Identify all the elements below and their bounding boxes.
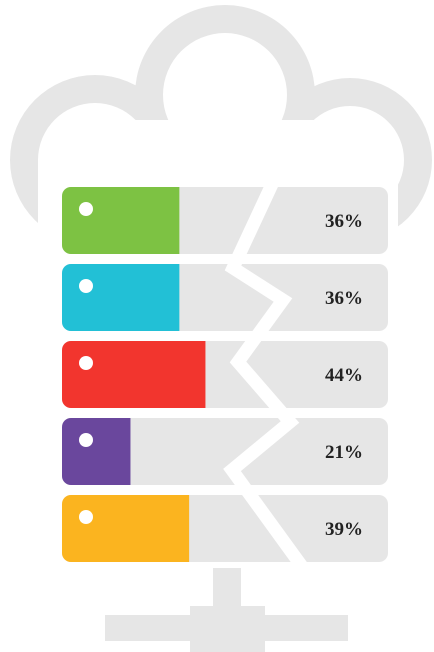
indicator-dot: [79, 279, 93, 293]
bar: [62, 187, 180, 254]
server-stand: [105, 568, 348, 652]
value-label: 36%: [325, 211, 363, 232]
indicator-dot: [79, 356, 93, 370]
bar: [62, 341, 206, 408]
bars: [62, 187, 388, 562]
value-label: 21%: [325, 442, 363, 463]
indicator-dot: [79, 202, 93, 216]
bar: [62, 264, 180, 331]
labels: 36% 36% 44% 21% 39%: [325, 211, 363, 540]
bar: [62, 418, 131, 485]
value-label: 44%: [325, 365, 363, 386]
crack: [223, 177, 312, 576]
indicator-dot: [79, 510, 93, 524]
bar: [62, 495, 190, 562]
bar-track: [62, 418, 388, 485]
value-label: 39%: [325, 519, 363, 540]
indicator-dot: [79, 433, 93, 447]
value-label: 36%: [325, 288, 363, 309]
